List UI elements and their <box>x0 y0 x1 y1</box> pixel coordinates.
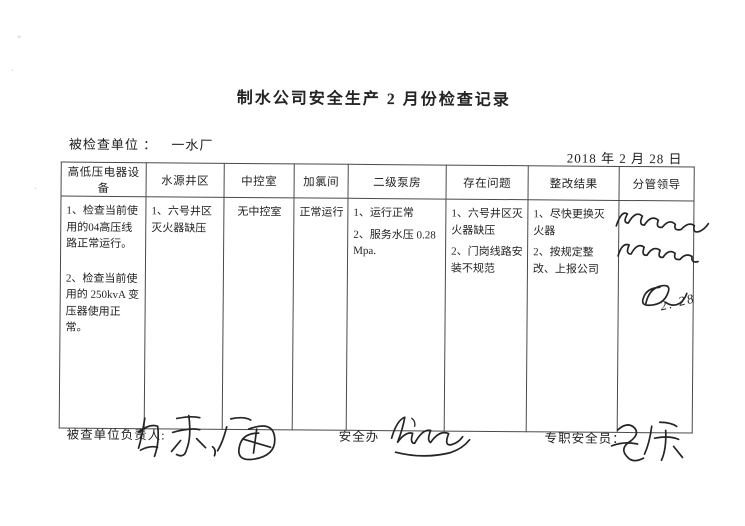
leader-handwritten-note <box>615 212 710 307</box>
inspected-unit-label: 被检查单位 ： <box>68 136 158 153</box>
col-header-control-room: 中控室 <box>224 163 295 198</box>
col-header-problems: 存在问题 <box>446 165 529 200</box>
cell-text: 1、六号井区灭火器缺压 <box>151 205 212 235</box>
record-date: 2018 年 2 月 28 日 <box>566 150 683 167</box>
safety-office-signature <box>390 416 471 457</box>
cell-text: 无中控室 <box>237 205 282 219</box>
col-header-electrical: 高低压电器设备 <box>61 162 147 197</box>
col-header-well-area: 水源井区 <box>146 162 225 198</box>
cell-text: 1、检查当前使用的04高压线路正常运行。 <box>66 204 138 251</box>
cell-rectification: 1、尽快更换灭火器 2、按规定整改、上报公司 <box>526 199 619 433</box>
cell-chlorination-room: 正常运行 <box>292 197 349 431</box>
cell-problems: 1、六号井区灭火器缺压 2、门岗线路安装不规范 <box>444 199 529 432</box>
col-header-pump-house: 二级泵房 <box>348 164 447 200</box>
cell-text: 2、门岗线路安装不规范 <box>450 245 523 275</box>
cell-text: 1、运行正常 <box>353 206 414 220</box>
scan-speck <box>34 187 37 190</box>
col-header-chlorination-room: 加氯间 <box>294 163 349 199</box>
cell-pump-house: 1、运行正常 2、服务水压 0.28 Mpa. <box>346 198 447 432</box>
safety-officer-signature <box>610 421 684 462</box>
cell-well-area: 1、六号井区灭火器缺压 <box>144 196 225 430</box>
cell-text: 2、按规定整改、上报公司 <box>532 246 600 276</box>
scan-speck <box>17 35 21 39</box>
cell-control-room: 无中控室 <box>222 197 295 430</box>
cell-text: 1、六号井区灭火器缺压 <box>451 207 523 237</box>
table-header-row: 高低压电器设备 水源井区 中控室 加氯间 二级泵房 存在问题 整改结果 分管领导 <box>61 162 695 202</box>
inspected-unit-line: 被检查单位 ： 一水厂 <box>69 134 214 154</box>
inspection-table: 高低压电器设备 水源井区 中控室 加氯间 二级泵房 存在问题 整改结果 分管领导… <box>59 162 695 434</box>
page-title: 制水公司安全生产 2 月份检查记录 <box>236 89 511 110</box>
scan-speck <box>11 69 14 72</box>
cell-electrical: 1、检查当前使用的04高压线路正常运行。 2、检查当前使用的 250kvA 变压… <box>59 196 147 429</box>
responsible-person-signature <box>137 414 276 461</box>
inspected-unit-value: 一水厂 <box>171 137 214 153</box>
col-header-leader: 分管领导 <box>618 166 695 202</box>
cell-text: 2、服务水压 0.28 Mpa. <box>353 228 436 258</box>
cell-text: 2、检查当前使用的 250kvA 变压器使用正常。 <box>65 272 140 334</box>
table-row: 1、检查当前使用的04高压线路正常运行。 2、检查当前使用的 250kvA 变压… <box>59 196 694 434</box>
cell-text: 1、尽快更换灭火器 <box>533 208 605 237</box>
cell-text: 正常运行 <box>299 206 344 219</box>
safety-office-label: 安全办 <box>338 429 380 445</box>
col-header-rectification: 整改结果 <box>528 165 620 201</box>
